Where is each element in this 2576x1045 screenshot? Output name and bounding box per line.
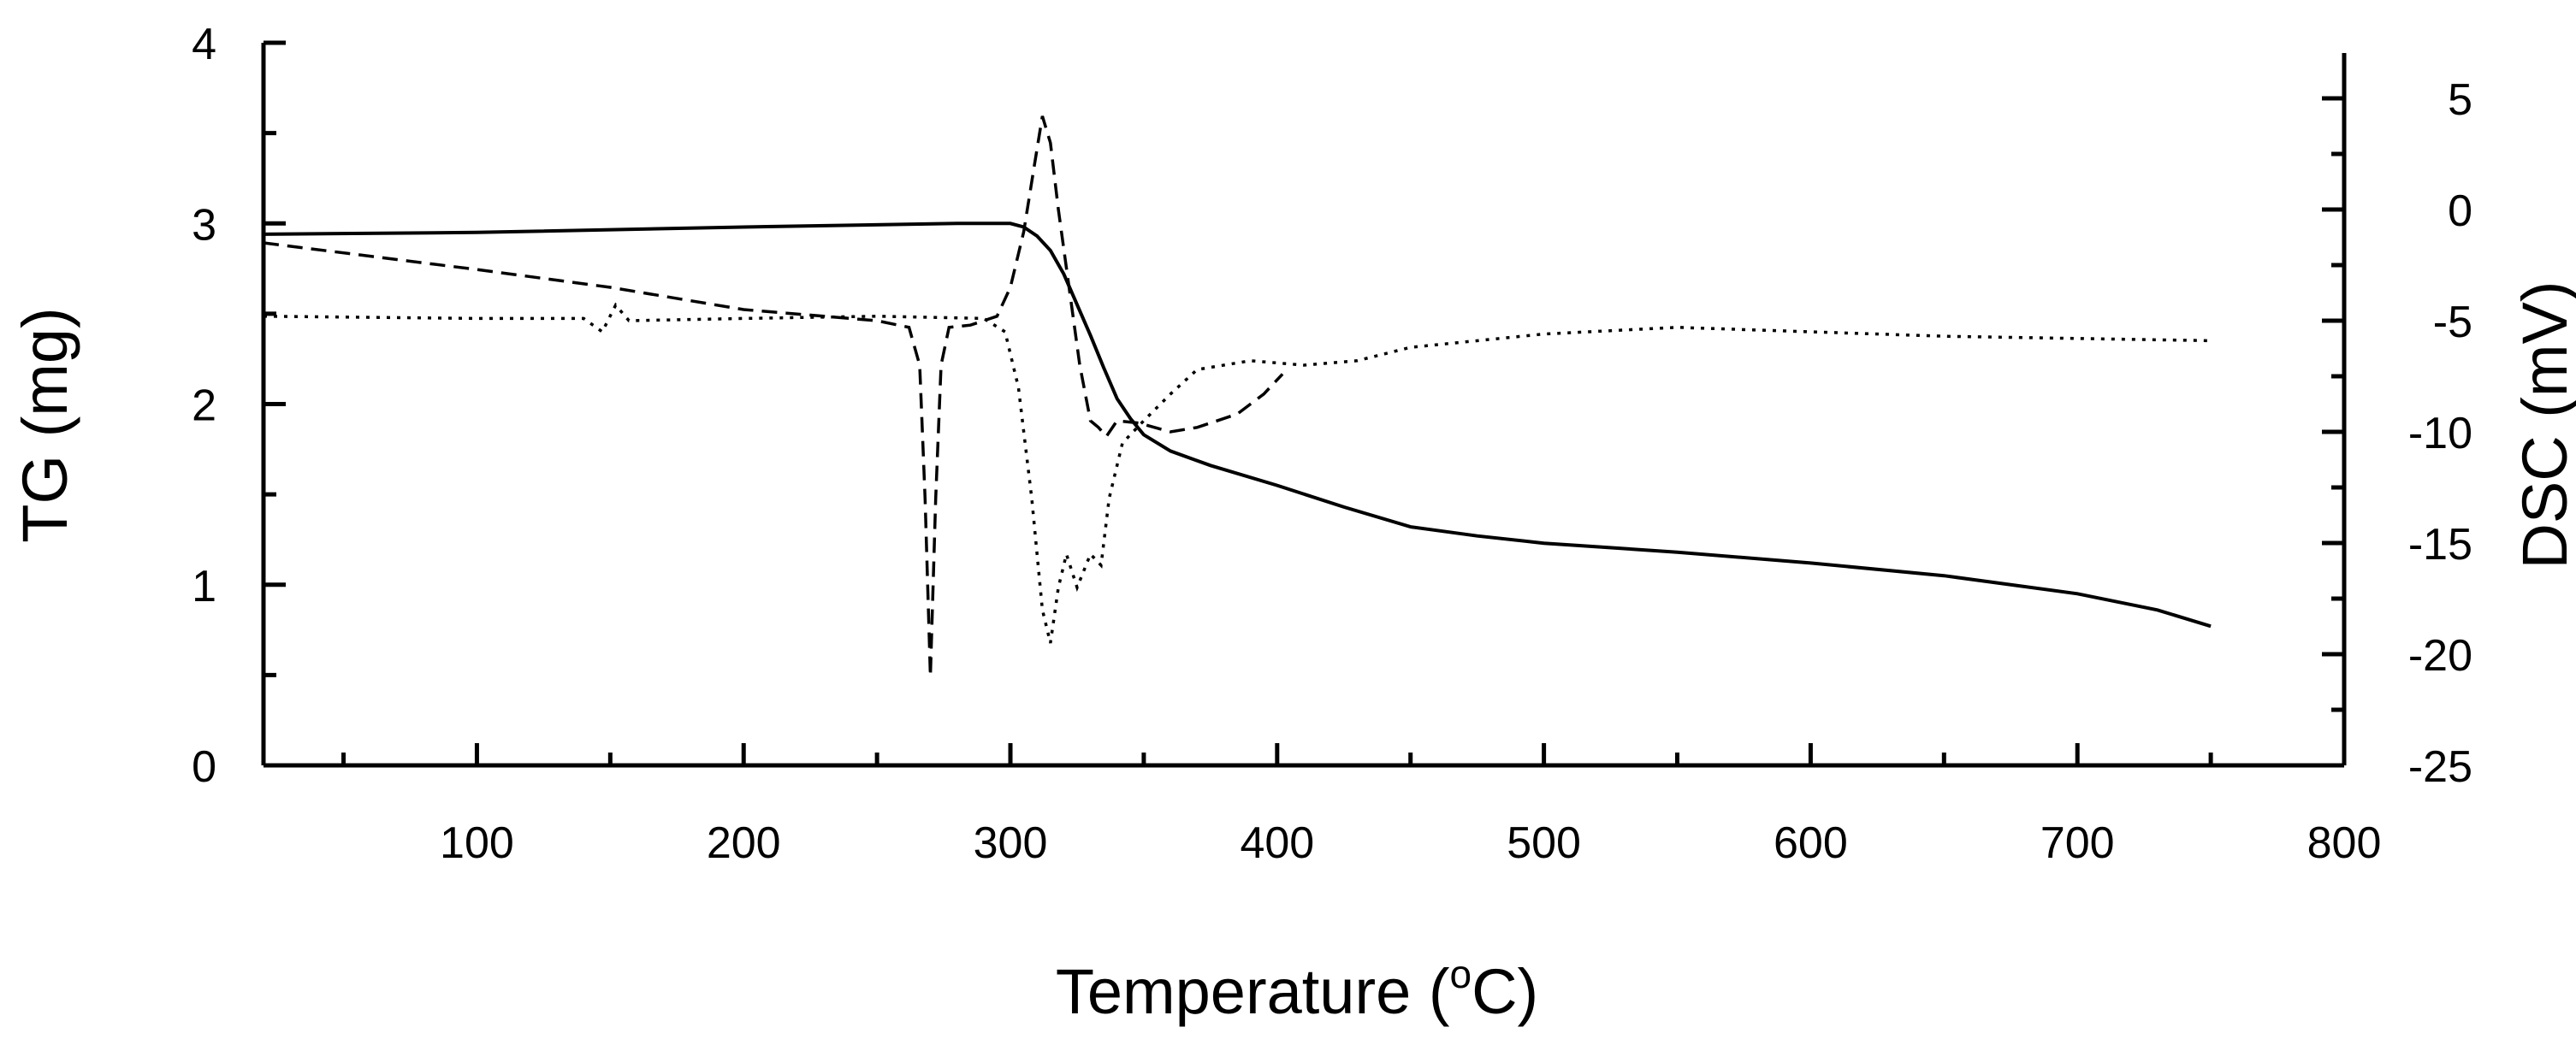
x-tick-label: 400: [1240, 818, 1314, 868]
y-right-tick-label: -10: [2408, 409, 2472, 458]
y-right-tick-label: 0: [2448, 186, 2472, 236]
y-axis-right-title: DSC (mV): [2509, 280, 2576, 569]
series-layer: [263, 115, 2212, 677]
y-right-tick-label: -5: [2433, 298, 2472, 347]
y-left-tick-label: 2: [192, 381, 216, 431]
y-right-tick-label: 5: [2448, 75, 2472, 125]
x-tick-label: 200: [707, 818, 781, 868]
x-tick-label: 100: [440, 818, 514, 868]
x-tick-label: 300: [974, 818, 1048, 868]
series-line-1: [263, 221, 2212, 629]
y-left-tick-label: 3: [192, 200, 216, 250]
series-line-3: [263, 302, 2212, 644]
labels-layer: 100 200 300 400 500 600 700 800 0 1 2 3 4 -25 -20 -15 -1…: [192, 20, 2472, 868]
x-axis-title: Temperature (oC): [1056, 952, 1538, 1027]
y-right-tick-label: -25: [2408, 742, 2472, 792]
y-left-tick-label: 0: [192, 742, 216, 792]
y-axis-left-title: TG (mg): [9, 307, 80, 542]
x-tick-label: 700: [2040, 818, 2115, 868]
y-left-tick-label: 1: [192, 562, 216, 611]
x-tick-label: 500: [1507, 818, 1581, 868]
x-tick-label: 800: [2307, 818, 2382, 868]
axes: [261, 40, 2347, 768]
series-line-2: [263, 115, 1284, 677]
y-left-tick-label: 4: [192, 20, 216, 69]
y-right-tick-label: -20: [2408, 631, 2472, 681]
x-tick-label: 600: [1774, 818, 1848, 868]
y-right-tick-label: -15: [2408, 520, 2472, 570]
